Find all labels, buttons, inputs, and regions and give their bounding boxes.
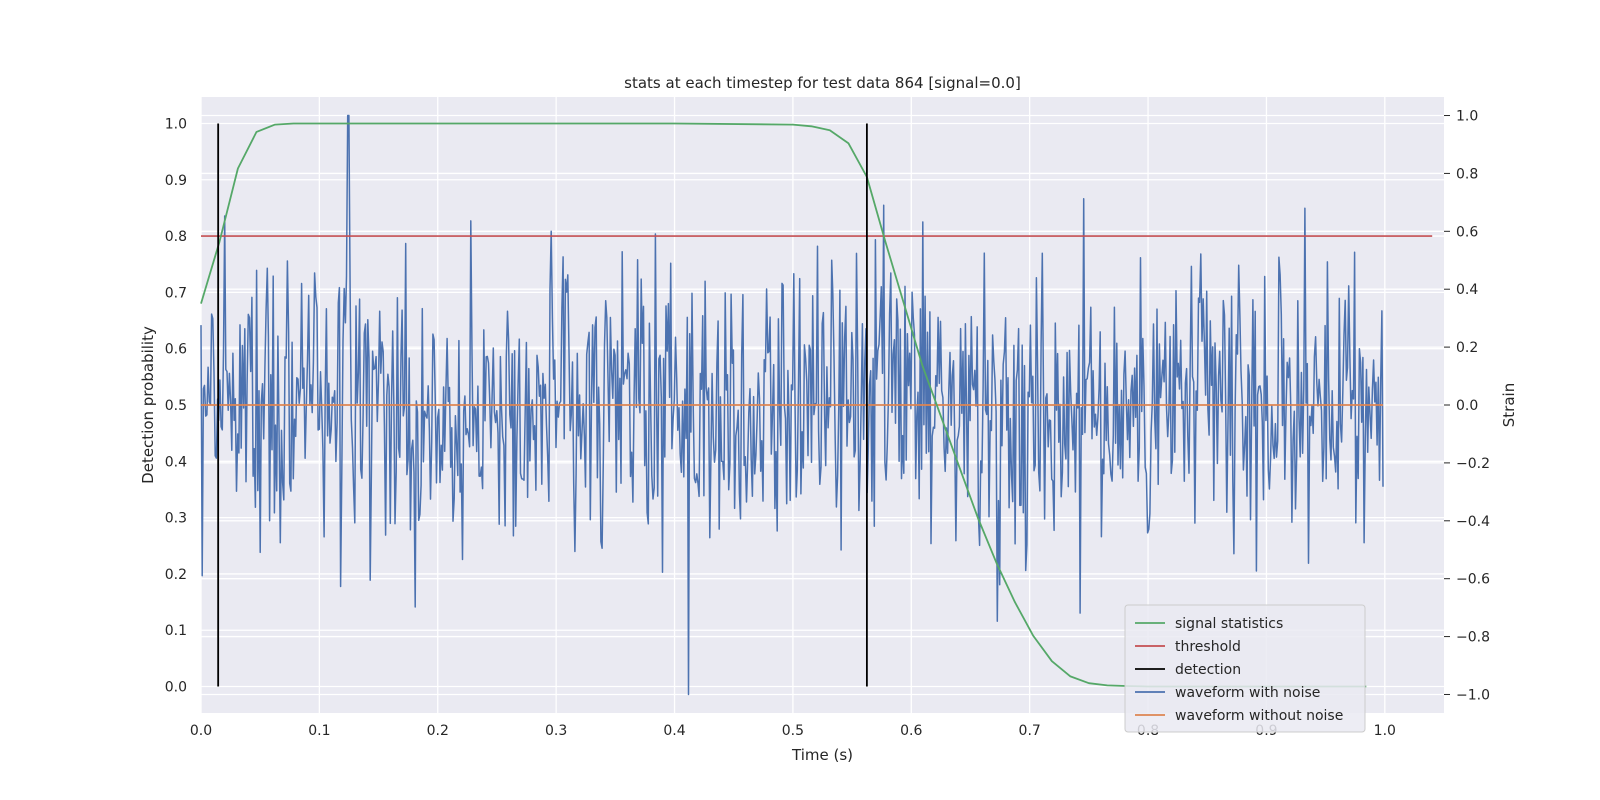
x-tick-label: 0.5 (782, 723, 804, 739)
y2-tick-label: 0.2 (1456, 340, 1478, 356)
x-tick-label: 0.4 (663, 723, 685, 739)
y2-tick-label: −0.6 (1456, 572, 1490, 588)
x-tick-label: 0.0 (190, 723, 212, 739)
y2-tick-label: −0.4 (1456, 514, 1490, 530)
x-axis-label: Time (s) (791, 746, 853, 764)
y-tick-label: 1.0 (165, 116, 187, 132)
y2-tick-label: −0.8 (1456, 630, 1490, 646)
y-tick-label: 0.2 (165, 567, 187, 583)
ticks: 0.0 0.1 0.2 0.3 0.4 0.5 0.6 0.7 0.8 0.9 1.0 0.0 0.1 0… (165, 109, 1490, 739)
y-tick-label: 0.9 (165, 173, 187, 189)
series-waveform-with-noise (200, 114, 1384, 696)
y2-tick-label: 0.8 (1456, 166, 1478, 182)
x-tick-label: 0.3 (545, 723, 567, 739)
legend-label: detection (1175, 662, 1241, 678)
x-tick-label: 0.7 (1019, 723, 1041, 739)
series-signal-statistics (200, 122, 1367, 688)
y-tick-label: 0.6 (165, 342, 187, 358)
y2-axis-label: Strain (1500, 383, 1518, 427)
y-tick-label: 0.3 (165, 511, 187, 527)
legend-label: signal statistics (1175, 616, 1283, 632)
x-tick-label: 0.2 (427, 723, 449, 739)
series-layer (200, 114, 1433, 696)
y-tick-label: 0.1 (165, 623, 187, 639)
legend-label: waveform without noise (1175, 708, 1343, 724)
y2-tick-label: 0.0 (1456, 398, 1478, 414)
legend-label: waveform with noise (1175, 685, 1320, 701)
legend-box (1124, 604, 1366, 733)
y-tick-label: 0.4 (165, 454, 187, 470)
legend-label: threshold (1175, 639, 1241, 655)
legend: signal statistics threshold detection wavef… (1124, 604, 1366, 733)
y-axis-label: Detection probability (139, 326, 157, 484)
y2-tick-label: −0.2 (1456, 456, 1490, 472)
x-tick-label: 0.1 (308, 723, 330, 739)
y2-tick-label: 0.6 (1456, 224, 1478, 240)
x-tick-label: 0.6 (900, 723, 922, 739)
y-tick-label: 0.7 (165, 285, 187, 301)
y2-tick-label: 1.0 (1456, 109, 1478, 125)
y2-tick-label: 0.4 (1456, 282, 1478, 298)
y-tick-label: 0.0 (165, 680, 187, 696)
chart-title: stats at each timestep for test data 864… (624, 74, 1021, 92)
y-tick-label: 0.5 (165, 398, 187, 414)
x-tick-label: 1.0 (1374, 723, 1396, 739)
y-tick-label: 0.8 (165, 229, 187, 245)
y2-tick-label: −1.0 (1456, 687, 1490, 703)
